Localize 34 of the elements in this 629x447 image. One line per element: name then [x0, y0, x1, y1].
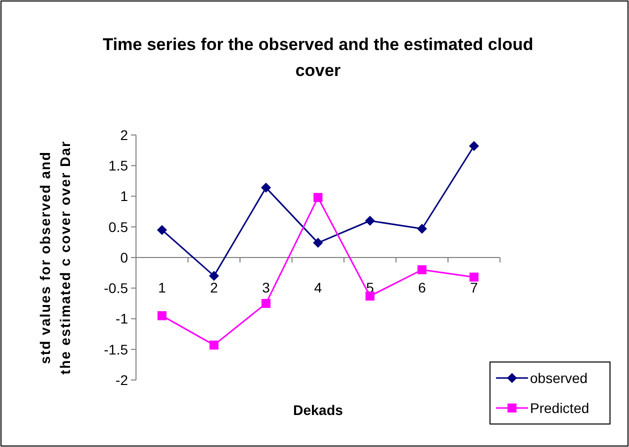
point	[158, 311, 166, 320]
y-tick-label: 1.5	[108, 158, 128, 174]
y-tick-label: 1	[120, 188, 128, 204]
x-tick-label: 3	[262, 280, 270, 296]
y-axis-title: std values for observed and the estimated c cover over Dar	[37, 140, 73, 374]
y-tick-label: -2	[116, 372, 128, 388]
y-tick-label: 0.5	[108, 218, 128, 235]
x-axis-title: Dekads	[293, 402, 344, 418]
point	[365, 216, 375, 226]
legend-label: observed	[530, 370, 588, 386]
x-tick-label: 1	[158, 280, 166, 296]
y-tick-label: -0.5	[104, 280, 128, 296]
x-tick-label: 4	[314, 280, 322, 296]
point	[209, 270, 219, 281]
x-tick-label: 7	[470, 280, 478, 296]
point	[470, 272, 478, 282]
point	[261, 182, 271, 193]
point	[157, 224, 167, 235]
y-tick-label: -1.5	[104, 341, 128, 358]
point	[366, 292, 374, 301]
x-tick-label: 6	[418, 280, 426, 296]
x-tick-label: 2	[210, 280, 218, 296]
point	[262, 298, 270, 308]
point	[313, 238, 323, 248]
y-tick-label: -1	[116, 310, 128, 327]
chart-title: Time series for the observed and the estimated cloud cover	[102, 35, 534, 80]
y-tick-label: 0	[120, 249, 128, 266]
point	[469, 141, 479, 152]
legend-label: Predicted	[530, 400, 590, 416]
point	[314, 192, 322, 202]
y-tick-label: 2	[120, 126, 128, 143]
point	[210, 340, 218, 350]
point	[418, 265, 426, 274]
point	[417, 224, 427, 234]
